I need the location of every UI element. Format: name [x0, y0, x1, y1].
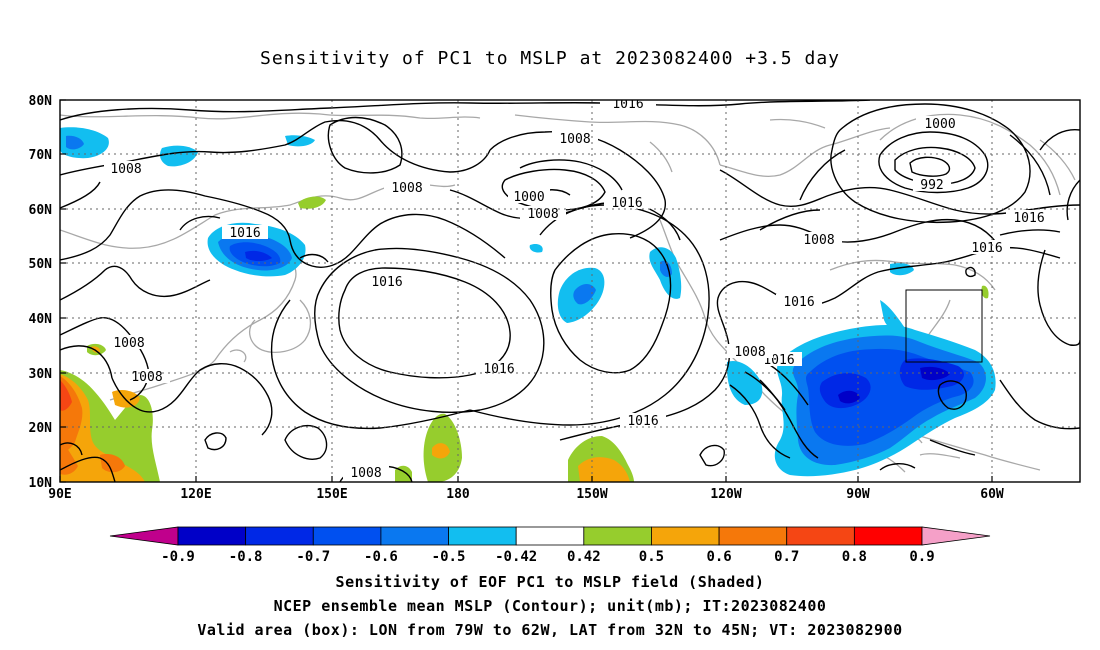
lon-label: 150E — [316, 487, 347, 502]
lon-label: 120E — [180, 487, 211, 502]
colorbar-labels: -0.9 -0.8 -0.7 -0.6 -0.5 -0.42 0.42 0.5 0.6 0.7 0.… — [161, 549, 935, 565]
lat-label: 80N — [29, 94, 53, 109]
contour-label: 1016 — [783, 295, 814, 310]
contour-label: 1008 — [350, 466, 381, 481]
contour-label: 1016 — [627, 414, 658, 429]
colorbar-tick-label: -0.5 — [432, 549, 466, 565]
contour-label: 1016 — [612, 97, 643, 112]
lon-label: 120W — [710, 487, 741, 502]
lat-label: 40N — [29, 312, 53, 327]
contour-label: 1008 — [803, 233, 834, 248]
latitude-labels: 80N 70N 60N 50N 40N 30N 20N 10N — [29, 94, 53, 491]
contour-label: 1016 — [483, 362, 514, 377]
colorbar-swatch — [853, 526, 923, 546]
contour-label: 1000 — [924, 117, 955, 132]
contour-label: 1016 — [371, 275, 402, 290]
contour-value-labels: 1016 1008 1000 1008 1016 1008 1008 1000 … — [110, 97, 1045, 481]
colorbar-swatch — [448, 526, 517, 546]
caption-valid-area: Valid area (box): LON from 79W to 62W, L… — [197, 621, 903, 639]
lon-label: 90W — [846, 487, 870, 502]
lat-label: 10N — [29, 476, 53, 491]
contour-label: 1008 — [110, 162, 141, 177]
colorbar-tick-label: -0.42 — [495, 549, 537, 565]
colorbar-tick-label: -0.7 — [296, 549, 330, 565]
lat-label: 30N — [29, 367, 53, 382]
lon-label: 90E — [48, 487, 71, 502]
colorbar-arrow-high — [921, 526, 991, 546]
colorbar-swatch — [718, 526, 788, 546]
colorbar-tick-label: -0.9 — [161, 549, 195, 565]
colorbar-swatch — [245, 526, 314, 546]
map-title: Sensitivity of PC1 to MSLP at 2023082400… — [259, 48, 840, 69]
colorbar-tick-label: -0.8 — [229, 549, 263, 565]
contour-label: 1016 — [971, 241, 1002, 256]
contour-label: 1008 — [527, 207, 558, 222]
contour-label: 1008 — [113, 336, 144, 351]
positive-sensitivity-shading — [60, 196, 989, 482]
contour-label: 1000 — [513, 190, 544, 205]
contour-label: 1008 — [391, 181, 422, 196]
plot-frame — [59, 99, 1081, 483]
colorbar-swatch — [380, 526, 449, 546]
lon-label: 180 — [446, 487, 470, 502]
colorbar-tick-label: 0.42 — [567, 549, 601, 565]
colorbar-tick-label: 0.9 — [909, 549, 934, 565]
colorbar-tick-label: -0.6 — [364, 549, 398, 565]
colorbar-tick-label: 0.5 — [639, 549, 664, 565]
colorbar-arrow-low — [109, 526, 179, 546]
longitude-labels: 90E 120E 150E 180 150W 120W 90W 60W — [48, 487, 1004, 502]
graticule — [60, 100, 1080, 482]
contour-label: 1008 — [559, 132, 590, 147]
colorbar-swatch — [786, 526, 855, 546]
colorbar-tick-label: 0.7 — [774, 549, 799, 565]
colorbar-swatch — [583, 526, 652, 546]
colorbar-swatch — [651, 526, 720, 546]
valid-area-box — [905, 289, 983, 363]
lon-label: 60W — [980, 487, 1004, 502]
contour-label: 1008 — [734, 345, 765, 360]
lat-label: 50N — [29, 257, 53, 272]
colorbar-tick-label: 0.8 — [842, 549, 867, 565]
caption-contour: NCEP ensemble mean MSLP (Contour); unit(… — [273, 597, 827, 615]
contour-label: 992 — [920, 178, 943, 193]
lat-label: 70N — [29, 148, 53, 163]
lat-label: 60N — [29, 203, 53, 218]
contour-label: 1008 — [131, 370, 162, 385]
colorbar-swatch — [177, 526, 247, 546]
contour-label: 1016 — [229, 226, 260, 241]
caption-shaded: Sensitivity of EOF PC1 to MSLP field (Sh… — [335, 573, 765, 591]
axis-ticks — [59, 99, 993, 483]
colorbar-swatch — [312, 526, 382, 546]
colorbar-tick-label: 0.6 — [706, 549, 731, 565]
lon-label: 150W — [576, 487, 607, 502]
contour-label: 1016 — [1013, 211, 1044, 226]
colorbar — [109, 526, 991, 546]
colorbar-swatch — [515, 526, 585, 546]
lat-label: 20N — [29, 421, 53, 436]
contour-label: 1016 — [611, 196, 642, 211]
